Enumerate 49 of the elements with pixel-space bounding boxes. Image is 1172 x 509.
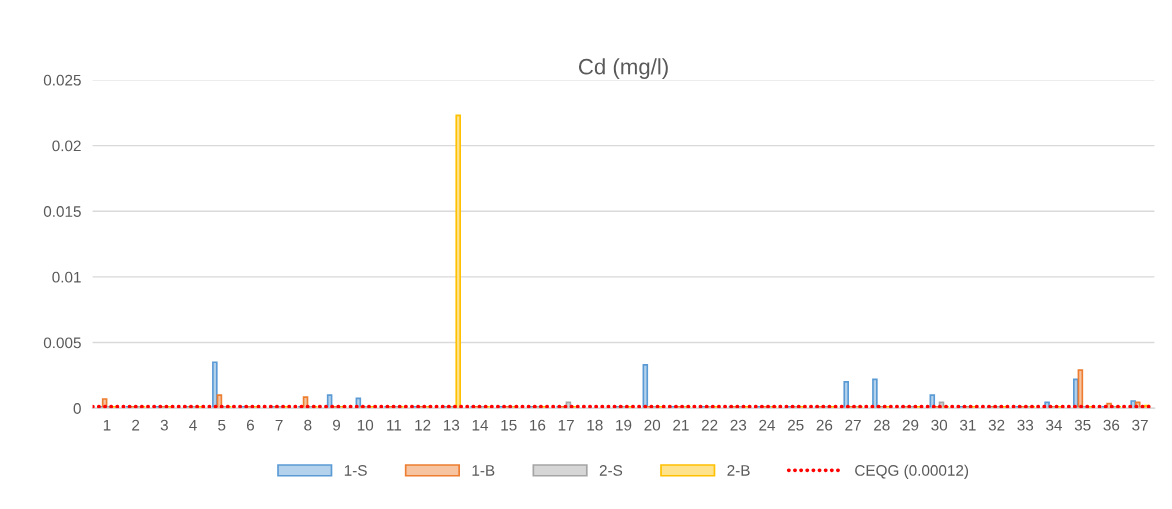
x-tick-label: 24 bbox=[759, 419, 776, 431]
x-tick-label: 12 bbox=[415, 419, 431, 431]
x-tick-label: 2 bbox=[132, 419, 140, 431]
x-tick-label: 4 bbox=[189, 419, 197, 431]
x-tick-label: 15 bbox=[501, 419, 517, 431]
x-tick-label: 37 bbox=[1132, 419, 1148, 431]
legend-label: CEQG (0.00012) bbox=[855, 464, 969, 479]
y-tick-label: 0.015 bbox=[43, 206, 81, 217]
x-tick-label: 28 bbox=[874, 419, 890, 431]
x-tick-label: 25 bbox=[787, 419, 804, 431]
x-tick-label: 14 bbox=[472, 419, 489, 431]
x-tick-label: 22 bbox=[701, 419, 718, 431]
x-tick-label: 30 bbox=[931, 419, 948, 431]
x-tick-label: 18 bbox=[587, 419, 603, 431]
x-tick-label: 13 bbox=[443, 419, 460, 431]
x-tick-label: 10 bbox=[357, 419, 374, 431]
x-tick-label: 32 bbox=[988, 419, 1005, 431]
x-tick-label: 3 bbox=[160, 419, 168, 431]
x-tick-label: 16 bbox=[530, 419, 546, 431]
x-tick-label: 35 bbox=[1074, 419, 1091, 431]
x-tick-label: 8 bbox=[304, 419, 312, 431]
legend-label: 2-B bbox=[727, 465, 750, 476]
x-tick-label: 17 bbox=[558, 419, 574, 431]
y-tick-label: 0.025 bbox=[43, 74, 81, 86]
x-tick-label: 36 bbox=[1103, 419, 1120, 431]
legend-label: 1-S bbox=[344, 465, 367, 476]
y-tick-label: 0.005 bbox=[43, 337, 81, 349]
x-tick-label: 33 bbox=[1017, 419, 1034, 431]
x-tick-label: 20 bbox=[644, 419, 661, 431]
x-tick-label: 7 bbox=[275, 419, 283, 431]
x-tick-label: 23 bbox=[730, 419, 747, 431]
chart-title: Cd (mg/l) bbox=[578, 58, 668, 79]
y-tick-label: 0 bbox=[73, 403, 81, 414]
x-tick-label: 9 bbox=[332, 419, 341, 431]
x-tick-label: 34 bbox=[1046, 419, 1063, 431]
legend-label: 2-S bbox=[599, 465, 623, 476]
x-tick-label: 27 bbox=[845, 419, 861, 431]
y-tick-label: 0.01 bbox=[52, 271, 81, 283]
x-tick-label: 31 bbox=[959, 419, 976, 431]
x-tick-label: 6 bbox=[246, 419, 255, 431]
x-tick-label: 5 bbox=[218, 419, 226, 431]
x-tick-label: 29 bbox=[902, 419, 919, 431]
legend-label: 1-B bbox=[472, 465, 495, 476]
y-tick-label: 0.02 bbox=[52, 140, 81, 152]
x-tick-label: 21 bbox=[673, 419, 689, 431]
x-tick-label: 26 bbox=[816, 419, 833, 431]
x-tick-label: 1 bbox=[103, 419, 111, 431]
x-tick-label: 19 bbox=[616, 419, 632, 431]
x-tick-label: 11 bbox=[387, 419, 402, 431]
